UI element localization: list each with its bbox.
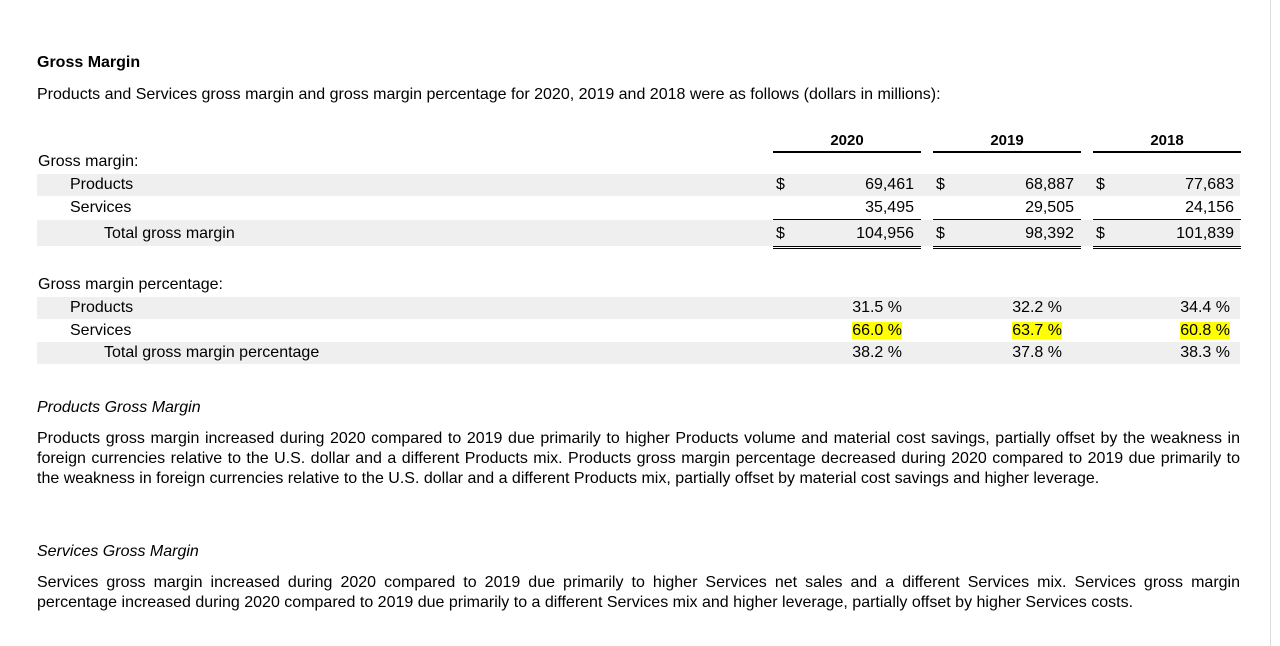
scroll-edge <box>1270 0 1271 646</box>
cell-value: 32.2 % <box>942 298 1062 318</box>
total-double-rule <box>1093 246 1241 249</box>
header-rule <box>1093 151 1241 153</box>
value: 37.8 % <box>1012 344 1062 361</box>
highlighted-value: 66.0 % <box>852 322 902 339</box>
row-label: Products <box>70 176 134 193</box>
currency: $ <box>1096 176 1105 193</box>
row-label: Products <box>70 299 134 316</box>
value: 77,683 <box>1185 176 1234 193</box>
cell-value: 68,887 <box>954 175 1074 195</box>
paragraph: Services gross margin increased during 2… <box>37 574 1240 611</box>
cell-value: 34.4 % <box>1110 298 1230 318</box>
cell-value: 31.5 % <box>782 298 902 318</box>
currency: $ <box>936 176 945 193</box>
value: 24,156 <box>1185 199 1234 216</box>
year-header: 2020 <box>830 132 864 149</box>
value: 35,495 <box>865 199 914 216</box>
cell-value: 66.0 % <box>782 321 902 341</box>
value: 104,956 <box>856 225 914 242</box>
row-shade <box>37 174 1240 196</box>
header-rule <box>773 151 921 153</box>
value: 38.2 % <box>852 344 902 361</box>
cell-value: 38.3 % <box>1110 343 1230 363</box>
cell-value: 29,505 <box>954 198 1074 218</box>
intro: Products and Services gross margin and g… <box>37 86 941 103</box>
paragraph: Products gross margin increased during 2… <box>37 430 1240 487</box>
value: 31.5 % <box>852 299 902 316</box>
row-label: Services <box>70 322 132 339</box>
highlighted-value: 60.8 % <box>1180 322 1230 339</box>
cell-value: 63.7 % <box>942 321 1062 341</box>
row-shade <box>37 297 1240 319</box>
value: 38.3 % <box>1180 344 1230 361</box>
cell-value: 104,956 <box>794 224 914 244</box>
highlighted-value: 63.7 % <box>1012 322 1062 339</box>
header-rule <box>933 151 1081 153</box>
cell-value: 101,839 <box>1114 224 1234 244</box>
total-rule <box>933 219 1081 220</box>
cell-value: 35,495 <box>794 198 914 218</box>
cell-value: 69,461 <box>794 175 914 195</box>
section-heading: Gross margin percentage: <box>38 276 223 293</box>
total-rule <box>773 219 921 220</box>
value: 32.2 % <box>1012 299 1062 316</box>
total-double-rule <box>933 246 1081 249</box>
year-header: 2018 <box>1150 132 1184 149</box>
row-shade <box>37 220 1240 246</box>
value: 68,887 <box>1025 176 1074 193</box>
cell-value: 77,683 <box>1114 175 1234 195</box>
value: 29,505 <box>1025 199 1074 216</box>
section-heading: Gross margin: <box>38 153 139 170</box>
value: 101,839 <box>1176 225 1234 242</box>
value: 69,461 <box>865 176 914 193</box>
cell-value: 98,392 <box>954 224 1074 244</box>
row-label: Total gross margin percentage <box>104 344 320 361</box>
cell-value: 37.8 % <box>942 343 1062 363</box>
currency: $ <box>936 225 945 242</box>
section-heading: Services Gross Margin <box>37 543 199 560</box>
row-label: Total gross margin <box>104 225 235 242</box>
value: 34.4 % <box>1180 299 1230 316</box>
cell-value: 38.2 % <box>782 343 902 363</box>
section-heading: Products Gross Margin <box>37 399 201 416</box>
total-rule <box>1093 219 1241 220</box>
currency: $ <box>776 176 785 193</box>
total-double-rule <box>773 246 921 249</box>
currency: $ <box>1096 225 1105 242</box>
row-shade <box>37 342 1240 364</box>
currency: $ <box>776 225 785 242</box>
value: 98,392 <box>1025 225 1074 242</box>
cell-value: 24,156 <box>1114 198 1234 218</box>
cell-value: 60.8 % <box>1110 321 1230 341</box>
title: Gross Margin <box>37 54 141 71</box>
year-header: 2019 <box>990 132 1024 149</box>
row-label: Services <box>70 199 132 216</box>
